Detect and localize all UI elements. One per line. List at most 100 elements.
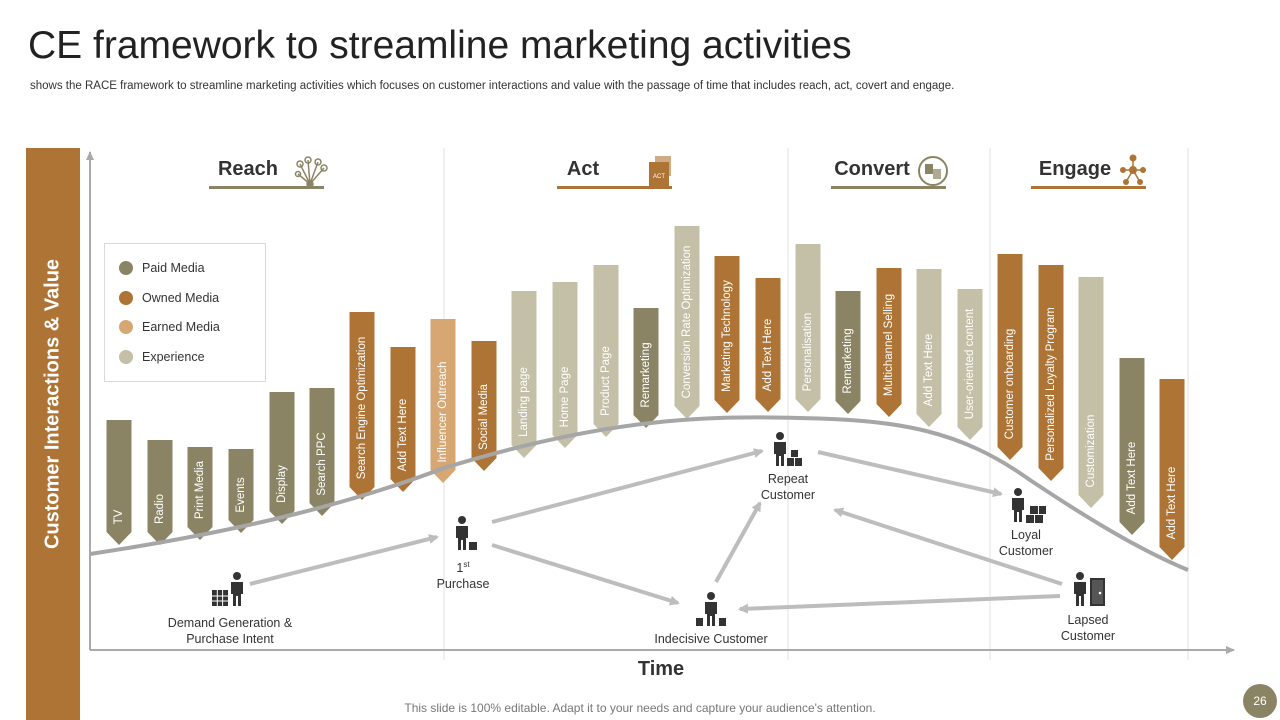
bar-experience [511,291,537,458]
bar-label: Customer onboarding [1004,328,1016,439]
legend-label: Paid Media [142,261,205,275]
phase-engage: Engage [1038,158,1112,180]
node-line: Indecisive Customer [654,632,768,646]
bar-label: User-oriented content [964,308,976,419]
x-axis-label: Time [637,658,685,680]
person-repeat-icon [774,432,802,466]
legend-dot [119,261,133,275]
bar-experience [1078,277,1104,508]
person-purchase-icon [456,516,477,550]
bar-owned [997,254,1023,460]
bar-owned [755,278,781,412]
bar-label: Add Text Here [762,318,774,391]
bar-label: Remarketing [842,327,854,394]
bar-paid [187,447,213,540]
bar-owned [471,341,497,471]
bar-label: Search Engine Optimization [356,336,368,479]
node-first-purchase: 1st Purchase [437,557,490,592]
bar-paid [228,449,254,533]
page-number: 26 [1243,684,1277,718]
bar-earned [430,319,456,483]
phase-act-underline [557,186,672,189]
flow-arrow [714,501,762,583]
bar-label: Search PPC [316,431,328,496]
node-line: Demand Generation & [167,616,293,630]
bar-paid [106,420,132,545]
bar-label: Landing page [518,367,530,437]
node-line: Loyal [1011,528,1041,542]
slide-title: CE framework to streamline marketing act… [28,24,852,67]
legend-label: Earned Media [142,320,220,334]
bar-label: TV [113,509,125,524]
bar-label: Display [276,465,288,503]
node-sup: st [463,560,470,569]
flow-arrow [738,594,1061,614]
phase-reach-underline [209,186,324,189]
node-line: Repeat [767,472,809,486]
bar-label: Print Media [194,460,206,520]
bar-label: Radio [154,493,166,525]
legend-label: Owned Media [142,291,220,305]
bar-experience [674,226,700,419]
network-icon [294,156,328,188]
bar-experience [593,265,619,437]
footer-note: This slide is 100% editable. Adapt it to… [404,701,876,715]
person-indecisive-icon [696,592,726,626]
node-loyal-customer: Loyal Customer [999,527,1053,559]
node-indecisive-customer: Indecisive Customer [654,631,767,647]
bar-label: Add Text Here [397,398,409,471]
bar-label: Add Text Here [1126,441,1138,514]
node-line: Lapsed [1067,613,1109,627]
bar-experience [552,282,578,448]
bar-owned [349,312,375,500]
phase-engage-underline [1031,186,1146,189]
node-number: 1 [456,561,464,576]
person-lapsed-icon [1074,572,1105,606]
bar-label: Home Page [559,366,571,427]
act-document-icon: ACT [649,156,671,186]
bar-label: Add Text Here [923,333,935,406]
node-demand-generation: Demand Generation & Purchase Intent [168,615,292,647]
legend-dot [119,320,133,334]
node-line: Customer [998,544,1054,558]
bar-label: Social Media [478,384,490,450]
legend-dot [119,291,133,305]
bar-label: Remarketing [640,341,652,408]
bar-paid [309,388,335,516]
flow-arrow [491,448,764,524]
bar-label: Conversion Rate Optimization [681,245,693,398]
bar-label: Add Text Here [1166,466,1178,539]
phase-reach: Reach [217,158,279,180]
svg-text:ACT: ACT [653,174,665,180]
value-curve [89,415,1189,572]
node-line: Customer [1060,629,1116,643]
flow-arrow [491,543,680,606]
bar-owned [390,347,416,492]
slide-subtitle: shows the RACE framework to streamline m… [30,80,955,92]
bar-paid [633,308,659,428]
node-line: 1st [437,557,490,576]
bar-label: Multichannel Selling [883,293,895,397]
bar-paid [269,392,295,524]
bar-label: Influencer Outreach [437,360,449,463]
y-axis-sidebar [26,148,80,720]
person-building-icon [212,572,243,606]
bar-owned [876,268,902,417]
legend-item-earned: Earned Media [119,318,220,336]
convert-icon [918,156,948,186]
bar-label: Marketing Technology [721,280,733,392]
bar-label: Customization [1085,414,1097,487]
people-network-icon [1120,154,1146,185]
bar-experience [795,244,821,412]
phase-convert: Convert [834,158,910,180]
bar-owned [1038,265,1064,481]
node-line: Purchase Intent [186,632,274,646]
legend-item-paid: Paid Media [119,259,205,277]
bar-experience [957,289,983,440]
node-repeat-customer: Repeat Customer [761,471,815,503]
bar-owned [714,256,740,413]
bar-paid [147,440,173,545]
bar-paid [1119,358,1145,535]
person-loyal-icon [1012,488,1046,523]
